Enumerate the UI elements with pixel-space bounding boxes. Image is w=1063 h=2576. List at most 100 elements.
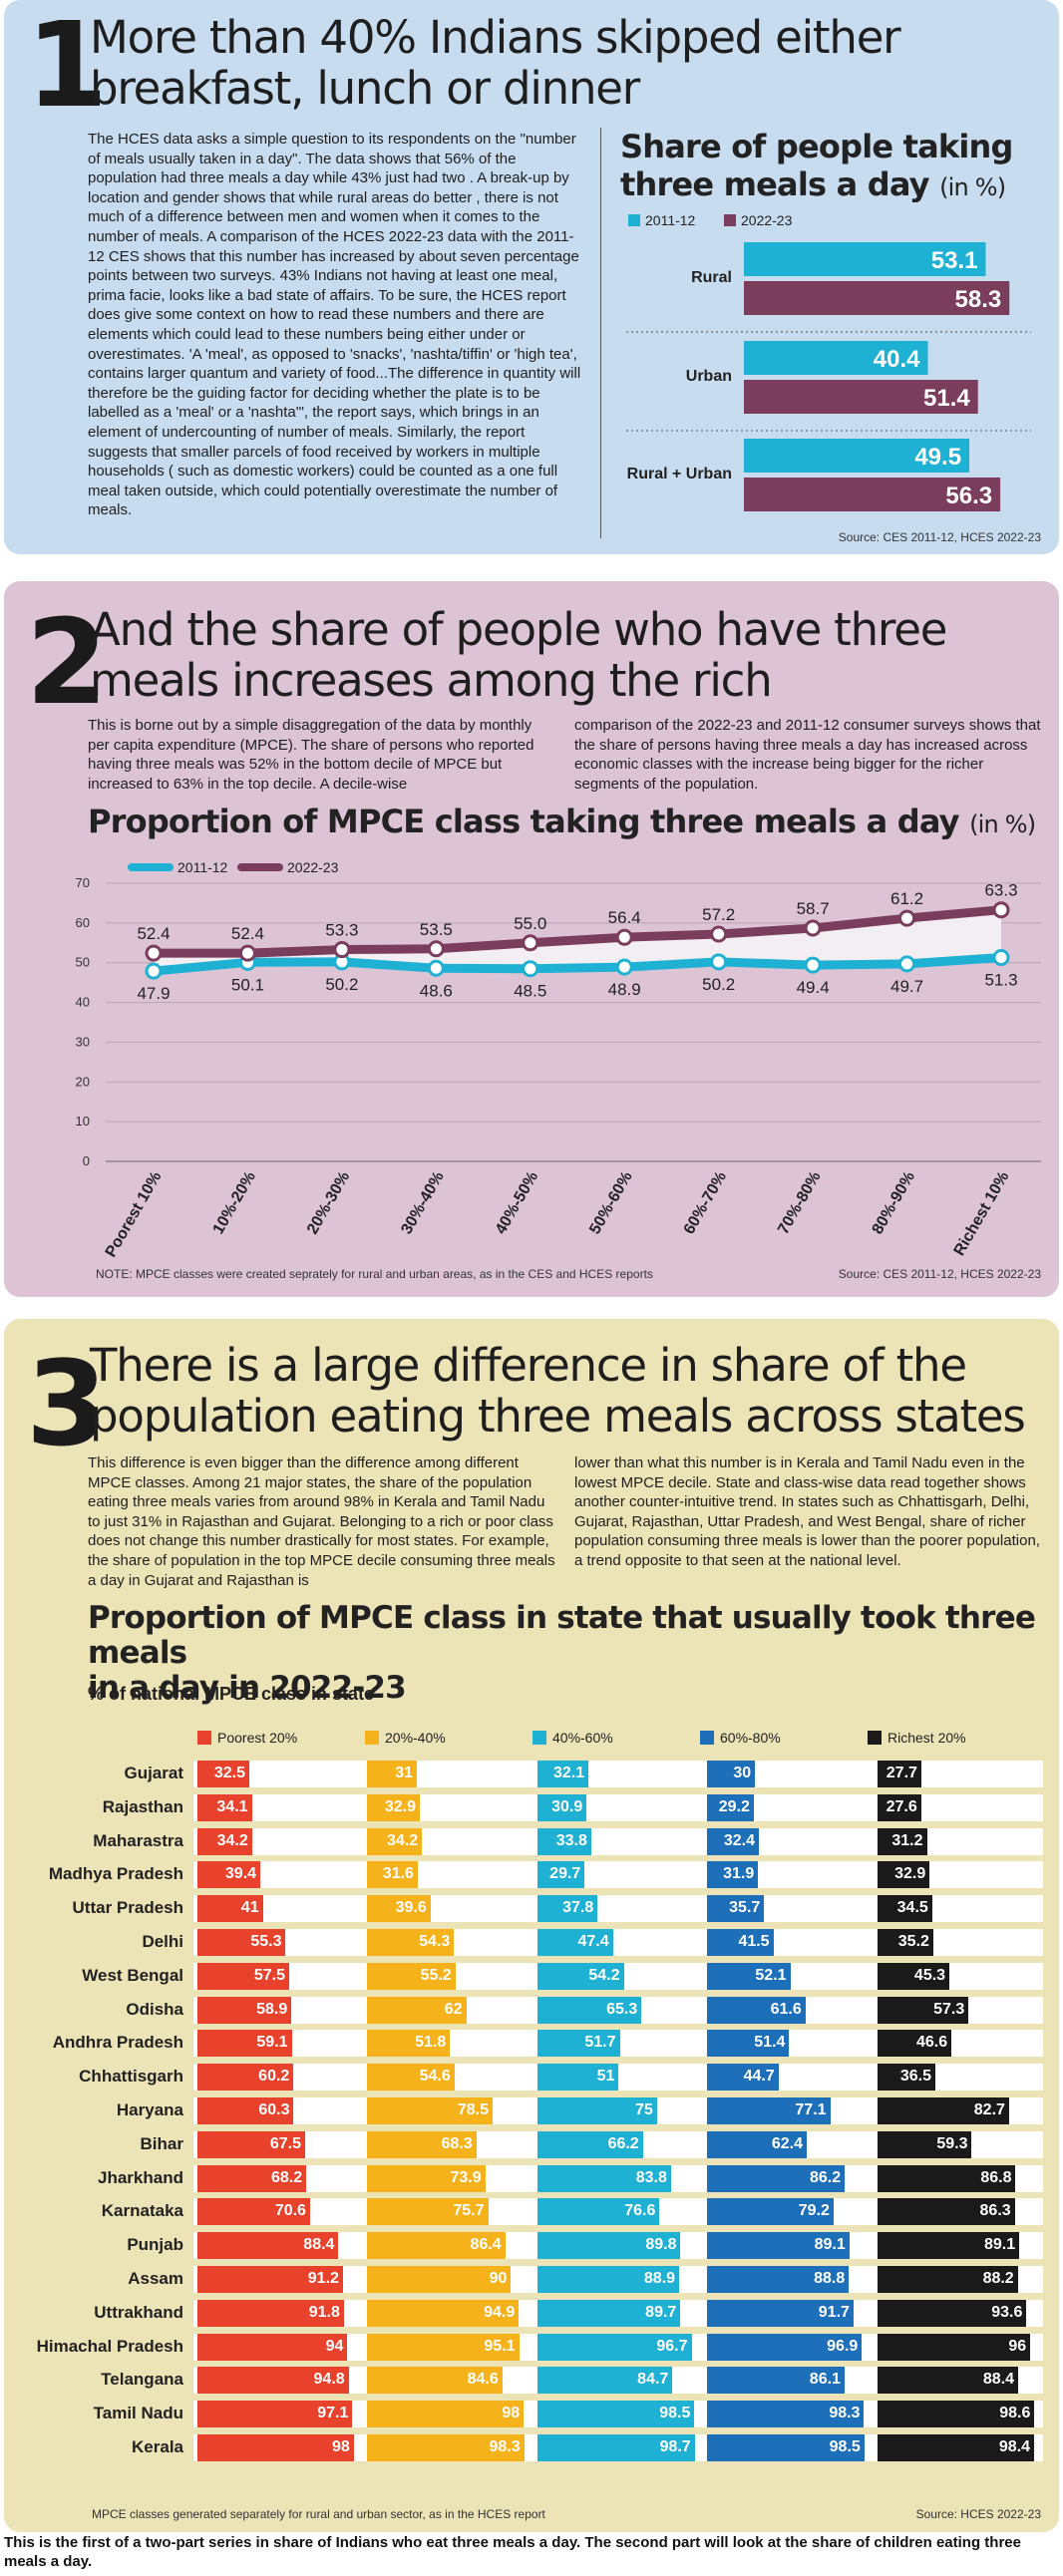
state-bar: 34.1 bbox=[197, 1793, 252, 1821]
state-bar: 27.7 bbox=[877, 1761, 921, 1787]
state-bar-value: 70.6 bbox=[274, 2202, 306, 2220]
state-bar-value: 46.6 bbox=[916, 2034, 948, 2052]
state-cell: 88.4 bbox=[877, 2367, 1037, 2395]
legend-label: Poorest 20% bbox=[217, 1730, 298, 1746]
state-cell: 86.1 bbox=[707, 2367, 867, 2395]
y-tick-label: 30 bbox=[76, 1034, 90, 1049]
state-bar: 86.2 bbox=[707, 2164, 846, 2192]
state-bar-value: 77.1 bbox=[795, 2101, 827, 2118]
category-label: Urban bbox=[686, 368, 732, 385]
category-label: Rural bbox=[691, 269, 732, 286]
state-bar-value: 58.9 bbox=[256, 2000, 288, 2018]
state-bar-value: 60.3 bbox=[258, 2101, 290, 2118]
state-cell: 44.7 bbox=[707, 2064, 867, 2092]
state-bar-value: 89.1 bbox=[814, 2236, 846, 2254]
state-bar-value: 33.8 bbox=[555, 1831, 587, 1849]
data-point bbox=[145, 944, 163, 962]
state-cell: 96.9 bbox=[707, 2333, 867, 2361]
point-value-label: 48.9 bbox=[608, 980, 641, 999]
state-bar: 73.9 bbox=[367, 2164, 486, 2192]
chart-title-line-1: Proportion of MPCE class in state that u… bbox=[88, 1600, 1036, 1671]
state-bar: 75 bbox=[536, 2097, 657, 2124]
state-bar-value: 54.6 bbox=[419, 2068, 451, 2086]
state-cell: 51.4 bbox=[707, 2030, 867, 2058]
state-bar-value: 35.2 bbox=[897, 1933, 929, 1950]
state-bar: 34.5 bbox=[877, 1895, 932, 1923]
section-body-right: comparison of the 2022-23 and 2011-12 co… bbox=[574, 717, 1041, 793]
state-cell: 94 bbox=[197, 2333, 357, 2361]
bar-Rural + Urban-2022-23 bbox=[744, 478, 1001, 511]
section-title-line-1: And the share of people who have three bbox=[90, 603, 947, 656]
section-title-line-2: population eating three meals across sta… bbox=[90, 1390, 1026, 1443]
state-bar: 29.7 bbox=[536, 1861, 585, 1889]
legend-label: 20%-40% bbox=[385, 1730, 446, 1746]
state-cell: 88.4 bbox=[197, 2232, 357, 2260]
state-bar-value: 30.9 bbox=[551, 1797, 583, 1815]
meals-share-bar-chart: 2011-12 2022-23 Rural 53.1 58.3 Urban 40.451.4… bbox=[626, 212, 1031, 511]
state-cell: 59.1 bbox=[197, 2030, 357, 2058]
state-cell: 55.2 bbox=[367, 1962, 527, 1990]
state-bar-value: 88.4 bbox=[982, 2371, 1015, 2389]
state-bar: 59.3 bbox=[877, 2130, 972, 2158]
state-bar-value: 67.5 bbox=[269, 2134, 301, 2152]
state-cell: 35.7 bbox=[707, 1895, 867, 1923]
state-cell: 30.9 bbox=[536, 1793, 697, 1821]
state-bar: 86.1 bbox=[707, 2367, 845, 2395]
state-bar-value: 65.3 bbox=[606, 2000, 638, 2018]
state-cell: 37.8 bbox=[536, 1895, 697, 1923]
state-cell: 98 bbox=[197, 2434, 357, 2461]
state-bar: 86.8 bbox=[877, 2164, 1016, 2192]
series-line-2022-23 bbox=[154, 905, 1002, 958]
state-bar: 86.3 bbox=[877, 2198, 1015, 2226]
state-bar: 88.2 bbox=[877, 2266, 1018, 2293]
state-bar-value: 35.7 bbox=[729, 1899, 761, 1917]
legend-label: Richest 20% bbox=[887, 1730, 966, 1746]
state-cell: 84.6 bbox=[367, 2367, 527, 2395]
state-bar-value: 54.3 bbox=[419, 1933, 451, 1950]
state-bar: 84.6 bbox=[367, 2367, 503, 2395]
state-bar-value: 88.2 bbox=[982, 2270, 1014, 2287]
state-cell: 97.1 bbox=[197, 2401, 357, 2428]
source-note: Source: CES 2011-12, HCES 2022-23 bbox=[838, 530, 1041, 544]
state-bar-value: 31.6 bbox=[382, 1865, 414, 1883]
state-bar: 97.1 bbox=[197, 2401, 353, 2428]
state-bar: 52.1 bbox=[707, 1962, 791, 1990]
state-bar: 82.7 bbox=[877, 2097, 1009, 2124]
section-number: 1 bbox=[26, 0, 108, 134]
state-cell: 27.6 bbox=[877, 1793, 1037, 1821]
state-bar: 91.7 bbox=[707, 2299, 854, 2327]
state-bar-value: 68.3 bbox=[441, 2134, 473, 2152]
bar-Rural + Urban-2011-12 bbox=[744, 439, 970, 473]
state-bar: 65.3 bbox=[536, 1996, 642, 2024]
section-title: More than 40% Indians skipped either bre… bbox=[90, 12, 901, 114]
state-bar-value: 59.3 bbox=[936, 2134, 968, 2152]
legend-label-0: 2011-12 bbox=[645, 212, 696, 228]
state-cell: 86.8 bbox=[877, 2164, 1037, 2192]
data-point bbox=[615, 928, 633, 946]
state-bar: 31.2 bbox=[877, 1827, 927, 1855]
data-point bbox=[522, 960, 539, 978]
state-bar: 32.9 bbox=[367, 1793, 421, 1821]
bar-Rural-2022-23 bbox=[744, 281, 1010, 315]
legend-swatch bbox=[197, 1731, 211, 1745]
state-cell: 89.7 bbox=[536, 2299, 697, 2327]
state-bar-value: 44.7 bbox=[743, 2068, 775, 2086]
data-point bbox=[238, 944, 256, 962]
x-tick-label: Richest 10% bbox=[951, 1169, 1013, 1259]
point-value-label: 61.2 bbox=[890, 889, 923, 908]
bar-value-label: 53.1 bbox=[931, 247, 978, 274]
data-point bbox=[992, 901, 1010, 919]
state-bar-value: 98.5 bbox=[829, 2438, 861, 2455]
state-bar: 98.7 bbox=[536, 2434, 695, 2461]
state-bar-value: 86.2 bbox=[809, 2168, 842, 2186]
state-bar: 32.5 bbox=[197, 1761, 249, 1787]
state-cell: 29.7 bbox=[536, 1861, 697, 1889]
state-cell: 61.6 bbox=[707, 1996, 867, 2024]
state-label: Uttar Pradesh bbox=[72, 1898, 183, 1918]
state-bar: 55.3 bbox=[197, 1929, 286, 1956]
state-bar: 46.6 bbox=[877, 2030, 952, 2058]
y-tick-label: 70 bbox=[76, 875, 90, 890]
legend-item-2: 40%-60% bbox=[532, 1730, 613, 1746]
state-bar: 60.3 bbox=[197, 2097, 294, 2124]
data-point bbox=[710, 925, 728, 943]
